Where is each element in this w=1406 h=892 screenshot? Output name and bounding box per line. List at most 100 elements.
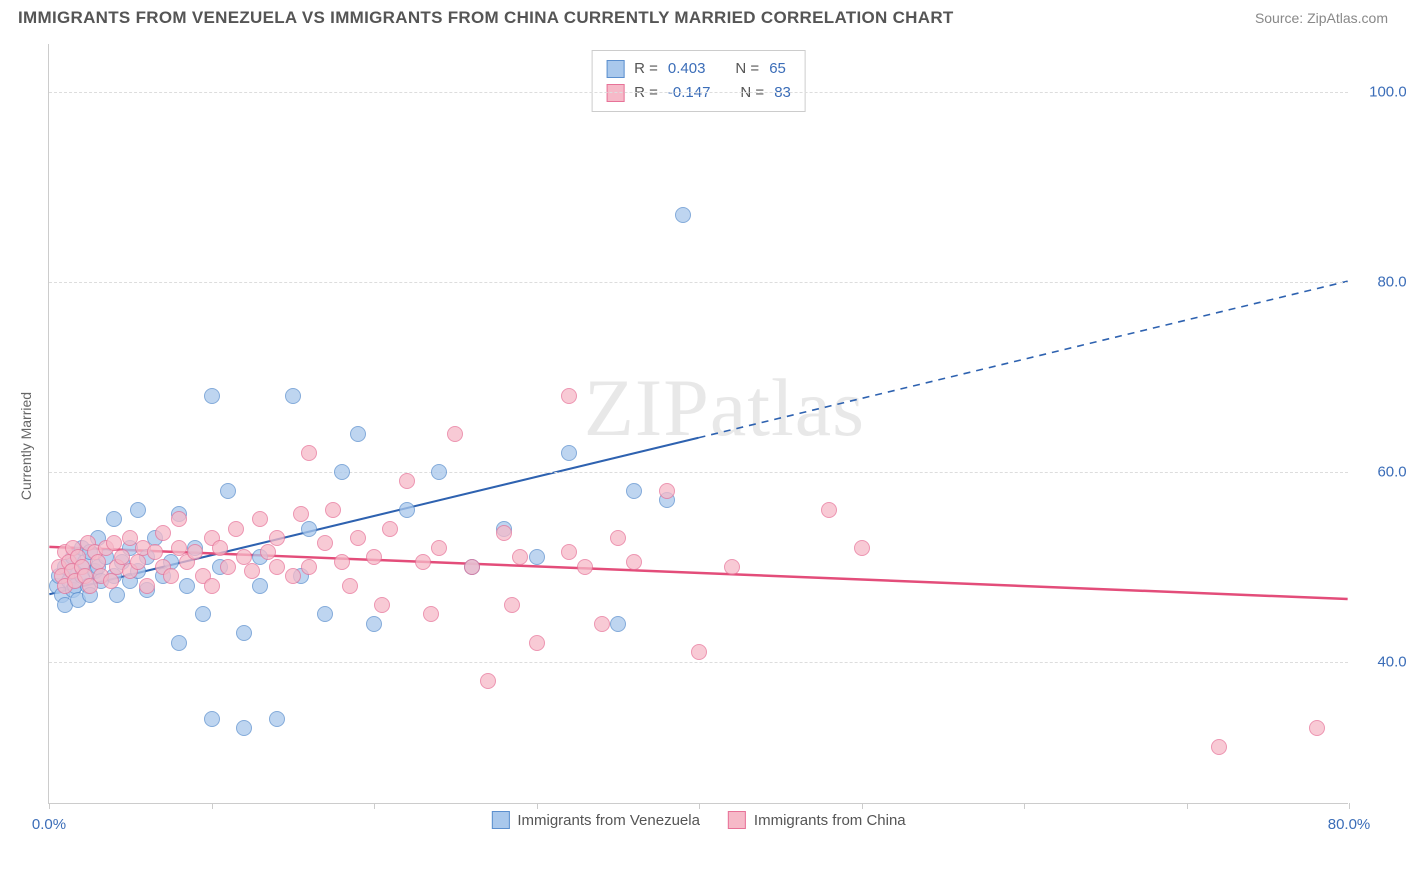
data-point xyxy=(130,554,146,570)
data-point xyxy=(610,530,626,546)
series-legend-item: Immigrants from Venezuela xyxy=(491,811,700,829)
x-tick-mark xyxy=(1187,803,1188,809)
data-point xyxy=(301,445,317,461)
data-point xyxy=(301,521,317,537)
gridline xyxy=(49,662,1348,663)
data-point xyxy=(659,483,675,499)
data-point xyxy=(325,502,341,518)
data-point xyxy=(561,544,577,560)
data-point xyxy=(220,483,236,499)
x-tick-mark xyxy=(212,803,213,809)
x-tick-mark xyxy=(1024,803,1025,809)
data-point xyxy=(179,578,195,594)
data-point xyxy=(610,616,626,632)
data-point xyxy=(577,559,593,575)
data-point xyxy=(431,540,447,556)
data-point xyxy=(464,559,480,575)
data-point xyxy=(139,578,155,594)
data-point xyxy=(1309,720,1325,736)
data-point xyxy=(252,578,268,594)
data-point xyxy=(317,606,333,622)
data-point xyxy=(423,606,439,622)
data-point xyxy=(350,530,366,546)
data-point xyxy=(109,587,125,603)
x-tick-mark xyxy=(374,803,375,809)
legend-swatch xyxy=(606,60,624,78)
data-point xyxy=(204,388,220,404)
data-point xyxy=(204,711,220,727)
gridline xyxy=(49,472,1348,473)
data-point xyxy=(103,573,119,589)
data-point xyxy=(130,502,146,518)
data-point xyxy=(285,388,301,404)
y-tick-label: 80.0% xyxy=(1377,273,1406,290)
data-point xyxy=(155,525,171,541)
data-point xyxy=(293,506,309,522)
series-legend: Immigrants from Venezuela Immigrants from… xyxy=(491,811,905,829)
x-tick-label: 80.0% xyxy=(1328,816,1371,833)
data-point xyxy=(431,464,447,480)
legend-swatch xyxy=(728,811,746,829)
data-point xyxy=(252,511,268,527)
data-point xyxy=(594,616,610,632)
chart-title: IMMIGRANTS FROM VENEZUELA VS IMMIGRANTS … xyxy=(18,8,954,28)
data-point xyxy=(244,563,260,579)
data-point xyxy=(317,535,333,551)
source-citation: Source: ZipAtlas.com xyxy=(1255,10,1388,26)
data-point xyxy=(529,635,545,651)
x-tick-mark xyxy=(699,803,700,809)
data-point xyxy=(1211,739,1227,755)
data-point xyxy=(301,559,317,575)
data-point xyxy=(561,445,577,461)
y-tick-label: 40.0% xyxy=(1377,653,1406,670)
data-point xyxy=(236,720,252,736)
x-tick-mark xyxy=(49,803,50,809)
data-point xyxy=(529,549,545,565)
data-point xyxy=(626,483,642,499)
data-point xyxy=(236,625,252,641)
data-point xyxy=(496,525,512,541)
data-point xyxy=(220,559,236,575)
data-point xyxy=(724,559,740,575)
x-tick-label: 0.0% xyxy=(32,816,66,833)
data-point xyxy=(512,549,528,565)
data-point xyxy=(106,511,122,527)
legend-swatch xyxy=(491,811,509,829)
x-tick-mark xyxy=(1349,803,1350,809)
data-point xyxy=(269,530,285,546)
data-point xyxy=(366,616,382,632)
n-value: 83 xyxy=(774,81,791,105)
data-point xyxy=(285,568,301,584)
data-point xyxy=(171,511,187,527)
data-point xyxy=(675,207,691,223)
chart-plot-area: ZIPatlas R = 0.403N = 65R = -0.147N = 83… xyxy=(48,44,1348,804)
data-point xyxy=(854,540,870,556)
trend-lines-layer xyxy=(49,44,1348,803)
data-point xyxy=(195,606,211,622)
series-name: Immigrants from China xyxy=(754,812,906,829)
data-point xyxy=(480,673,496,689)
data-point xyxy=(366,549,382,565)
data-point xyxy=(204,578,220,594)
data-point xyxy=(187,544,203,560)
data-point xyxy=(382,521,398,537)
data-point xyxy=(561,388,577,404)
series-legend-item: Immigrants from China xyxy=(728,811,906,829)
data-point xyxy=(350,426,366,442)
data-point xyxy=(399,473,415,489)
data-point xyxy=(163,568,179,584)
data-point xyxy=(447,426,463,442)
n-value: 65 xyxy=(769,57,786,81)
data-point xyxy=(269,711,285,727)
gridline xyxy=(49,92,1348,93)
data-point xyxy=(691,644,707,660)
r-value: -0.147 xyxy=(668,81,711,105)
watermark-text: ZIPatlas xyxy=(584,361,865,455)
data-point xyxy=(504,597,520,613)
y-axis-label: Currently Married xyxy=(18,392,34,500)
data-point xyxy=(171,635,187,651)
data-point xyxy=(334,554,350,570)
legend-swatch xyxy=(606,84,624,102)
correlation-legend: R = 0.403N = 65R = -0.147N = 83 xyxy=(591,50,806,112)
data-point xyxy=(228,521,244,537)
